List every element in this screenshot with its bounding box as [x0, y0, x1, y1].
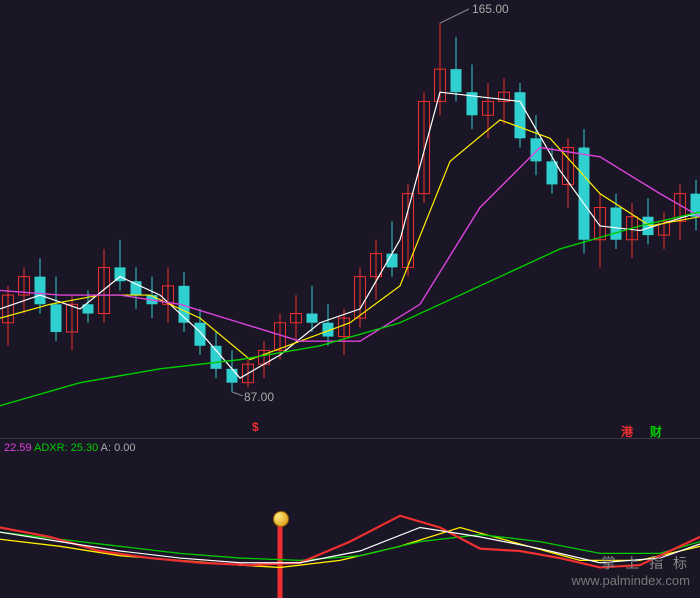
- dollar-marker: $: [252, 420, 259, 434]
- adxr-label: ADXR:: [34, 442, 68, 454]
- chart-container: 165.00 87.00 $ 港 财 22.59 ADXR: 25.30 A: …: [0, 0, 700, 598]
- indicator-signal-ball-icon: [273, 511, 289, 527]
- indicator-readout: 22.59 ADXR: 25.30 A: 0.00: [4, 442, 136, 454]
- indicator-value1: 22.59: [4, 442, 32, 454]
- watermark-title: 掌 上 指 标: [572, 553, 691, 573]
- watermark-url: www.palmindex.com: [572, 573, 691, 588]
- main-candlestick-chart[interactable]: [0, 0, 700, 438]
- watermark: 掌 上 指 标 www.palmindex.com: [572, 553, 691, 588]
- a-label: A:: [101, 442, 111, 454]
- chart-divider: [0, 438, 700, 439]
- adxr-value: 25.30: [71, 442, 99, 454]
- a-value: 0.00: [114, 442, 135, 454]
